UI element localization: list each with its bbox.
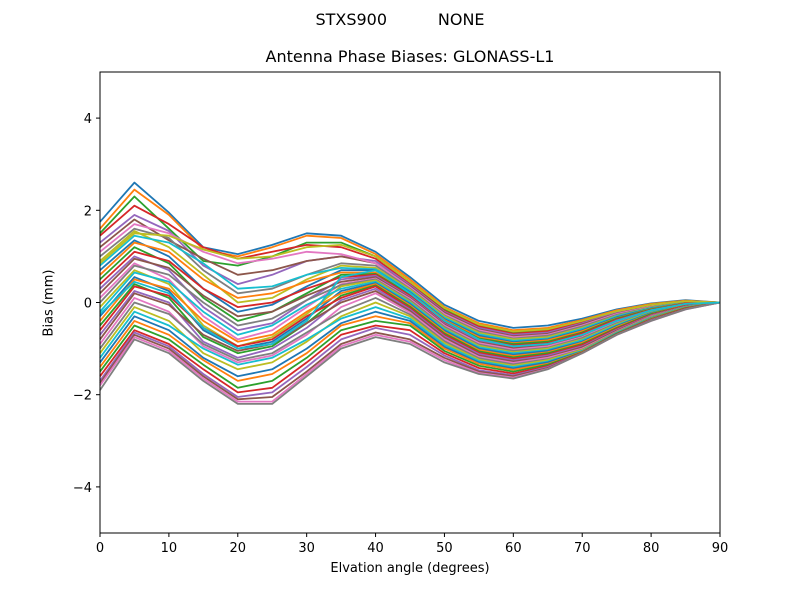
x-tick-label: 40	[367, 541, 384, 556]
series-line	[99, 232, 721, 333]
chart-title: Antenna Phase Biases: GLONASS-L1	[265, 47, 555, 66]
x-axis-ticks: 0 10 20 30 40 50 60 70 80 90	[96, 533, 728, 556]
x-tick-label: 30	[298, 541, 315, 556]
y-tick-label: −2	[73, 389, 92, 404]
x-tick-label: 50	[436, 541, 453, 556]
series-line	[99, 264, 721, 352]
y-tick-label: −4	[73, 481, 92, 496]
x-tick-label: 80	[643, 541, 660, 556]
series-line	[99, 301, 721, 405]
y-tick-label: 4	[84, 112, 92, 127]
series-line	[99, 213, 721, 336]
x-tick-label: 70	[574, 541, 591, 556]
x-tick-label: 20	[230, 541, 247, 556]
x-axis-label: Elvation angle (degrees)	[330, 561, 490, 576]
x-tick-label: 10	[161, 541, 178, 556]
x-tick-label: 0	[96, 541, 104, 556]
series-lines	[99, 181, 721, 405]
x-tick-label: 90	[712, 541, 729, 556]
series-line	[99, 269, 721, 350]
y-tick-label: 0	[84, 297, 92, 312]
y-axis-ticks: −4 −2 0 2 4	[73, 112, 100, 496]
figure-suptitle: STXS900 NONE	[315, 10, 485, 29]
series-line	[99, 234, 720, 342]
series-line	[99, 278, 721, 357]
x-tick-label: 60	[505, 541, 522, 556]
y-tick-label: 2	[84, 204, 92, 219]
